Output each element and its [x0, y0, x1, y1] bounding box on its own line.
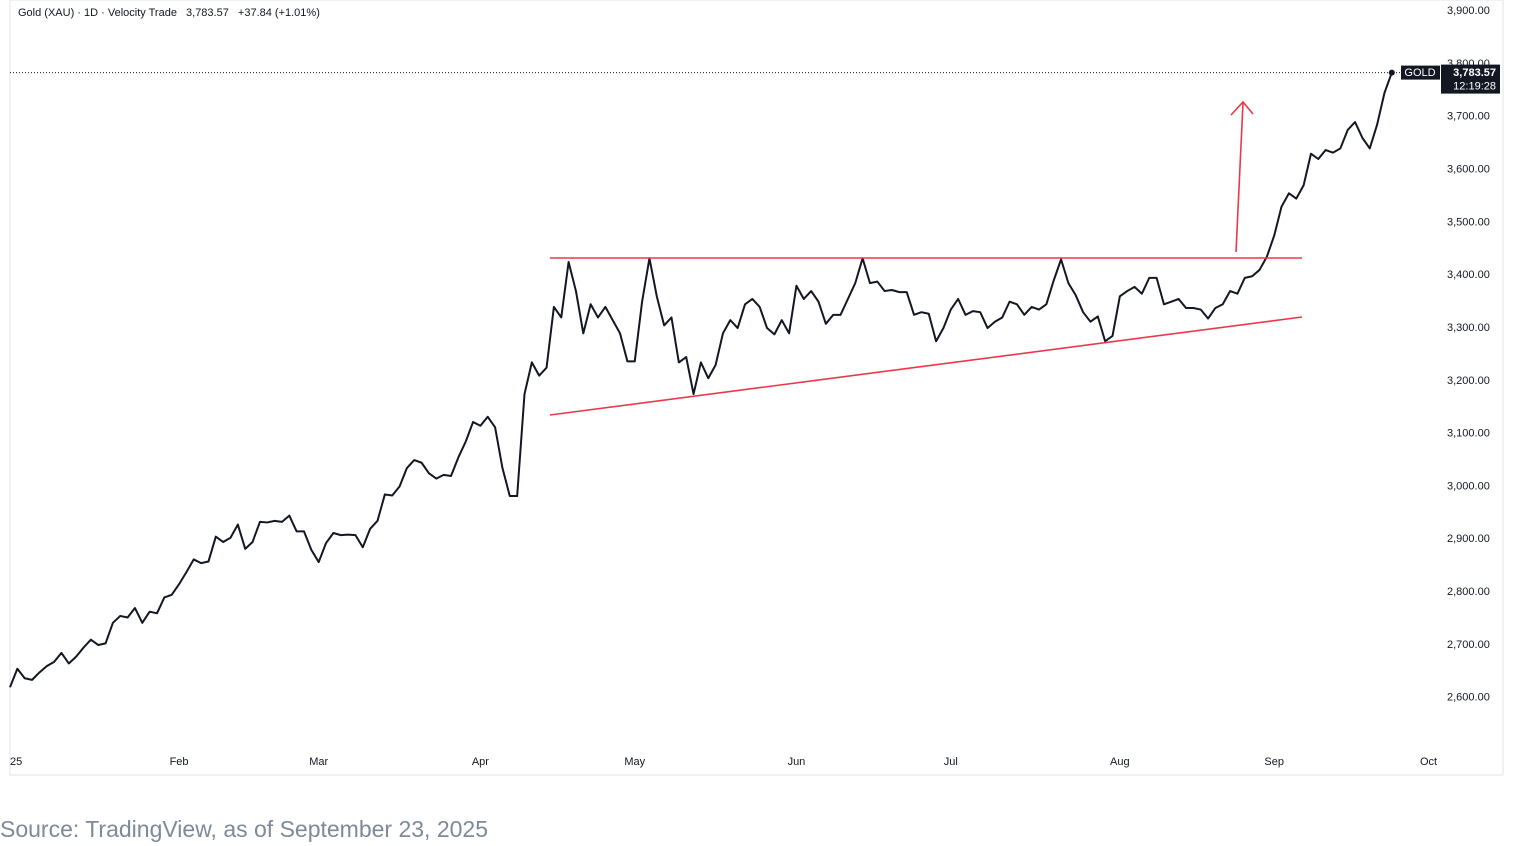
y-tick-label: 2,600.00 — [1447, 692, 1490, 704]
y-tick-label: 3,800.00 — [1447, 58, 1490, 70]
annotations — [549, 100, 1303, 416]
y-tick-label: 3,400.00 — [1447, 269, 1490, 281]
x-tick-label: Apr — [472, 756, 489, 768]
source-note: Source: TradingView, as of September 23,… — [0, 816, 488, 842]
y-tick-label: 2,800.00 — [1447, 586, 1490, 598]
x-tick-label: Jul — [944, 756, 958, 768]
symbol-label: GOLD — [1404, 67, 1435, 79]
x-tick-label: 2025 — [0, 756, 22, 768]
x-axis: 2025 Feb Mar Apr May Jun Jul Aug Sep Oct — [0, 756, 1437, 768]
y-tick-label: 3,700.00 — [1447, 111, 1490, 123]
symbol-box — [1401, 65, 1440, 80]
last-point — [1388, 69, 1395, 76]
y-tick-label: 3,500.00 — [1447, 216, 1490, 228]
header-change: +37.84 (+1.01%) — [238, 7, 320, 19]
x-tick-label: Aug — [1110, 756, 1130, 768]
x-tick-label: Feb — [170, 756, 189, 768]
price-line — [9, 72, 1393, 688]
x-tick-label: May — [624, 756, 645, 768]
arrow-head — [1230, 100, 1254, 116]
breakout-arrow — [1235, 102, 1244, 253]
header-title: Gold (XAU) · 1D · Velocity Trade — [18, 7, 177, 19]
price-tag — [1441, 64, 1500, 94]
x-tick-label: Jun — [788, 756, 806, 768]
x-tick-label: Oct — [1420, 756, 1437, 768]
plot-area — [9, 69, 1440, 688]
last-price-box: GOLD 3,783.57 12:19:28 — [1401, 64, 1500, 94]
countdown-label: 12:19:28 — [1453, 81, 1496, 93]
y-tick-label: 3,900.00 — [1447, 5, 1490, 17]
y-tick-label: 3,300.00 — [1447, 322, 1490, 334]
support-line — [549, 316, 1303, 416]
y-tick-label: 3,200.00 — [1447, 375, 1490, 387]
y-tick-label: 2,700.00 — [1447, 639, 1490, 651]
header-price: 3,783.57 — [186, 7, 229, 19]
price-tag-label: 3,783.57 — [1453, 67, 1496, 79]
y-tick-label: 2,900.00 — [1447, 533, 1490, 545]
y-tick-label: 3,000.00 — [1447, 480, 1490, 492]
y-tick-label: 3,600.00 — [1447, 163, 1490, 175]
y-axis: 2,600.00 2,700.00 2,800.00 2,900.00 3,000.00… — [1447, 5, 1490, 704]
x-tick-label: Mar — [309, 756, 328, 768]
x-tick-label: Sep — [1264, 756, 1284, 768]
chart-frame — [9, 0, 1504, 776]
chart-header: Gold (XAU) · 1D · Velocity Trade 3,783.5… — [18, 7, 320, 19]
y-tick-label: 3,100.00 — [1447, 428, 1490, 440]
